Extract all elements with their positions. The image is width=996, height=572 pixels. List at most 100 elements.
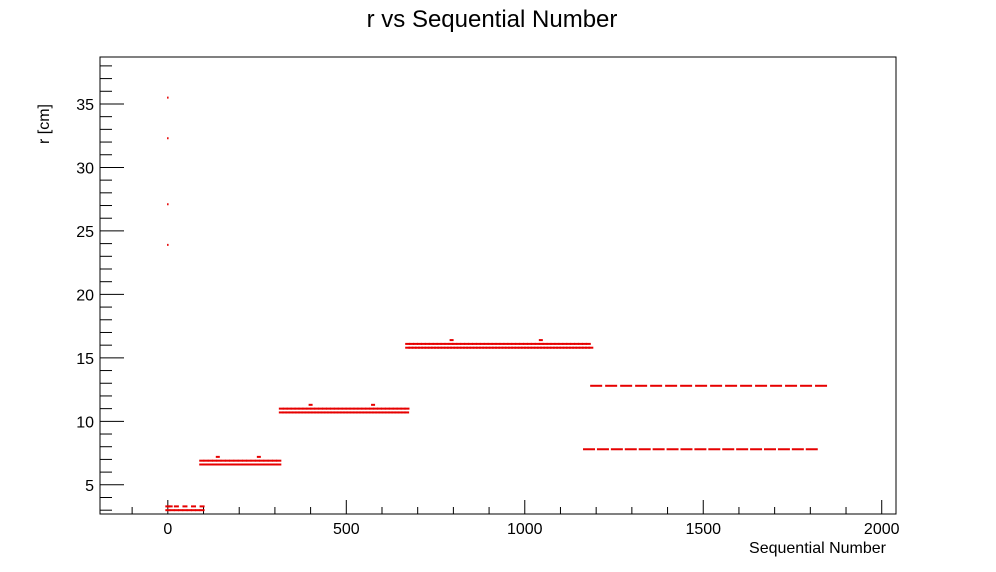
data-point xyxy=(205,463,211,466)
data-point xyxy=(165,509,171,512)
x-tick-label: 500 xyxy=(333,521,360,538)
data-point xyxy=(504,346,510,349)
data-point xyxy=(635,384,648,387)
data-point xyxy=(491,342,497,345)
data-point xyxy=(381,411,387,414)
plot-frame xyxy=(99,56,897,515)
data-point xyxy=(405,346,411,349)
data-point xyxy=(314,407,320,410)
data-point xyxy=(310,411,316,414)
data-point xyxy=(559,346,565,349)
data-point xyxy=(585,346,591,349)
data-point xyxy=(440,346,446,349)
data-point xyxy=(267,459,273,462)
data-point xyxy=(325,407,331,410)
data-point xyxy=(471,342,477,345)
data-point xyxy=(463,346,469,349)
data-point xyxy=(391,411,397,414)
data-point xyxy=(479,342,485,345)
data-point xyxy=(540,346,546,349)
data-point xyxy=(273,463,279,466)
data-point xyxy=(725,384,738,387)
data-point xyxy=(475,346,481,349)
data-point xyxy=(495,342,501,345)
data-point xyxy=(298,411,304,414)
data-point xyxy=(282,411,288,414)
data-point xyxy=(380,407,386,410)
data-point xyxy=(191,505,197,508)
y-tick-label: 5 xyxy=(85,478,94,495)
data-point xyxy=(266,463,272,466)
data-point xyxy=(250,463,256,466)
data-point xyxy=(444,342,450,345)
y-axis: 5 10 15 20 25 30 35 xyxy=(76,65,124,511)
data-point xyxy=(785,384,798,387)
data-point xyxy=(263,459,269,462)
data-point xyxy=(250,459,256,462)
data-point xyxy=(167,243,169,246)
data-point xyxy=(224,459,230,462)
data-point xyxy=(346,411,352,414)
data-point xyxy=(468,342,474,345)
data-point xyxy=(590,384,603,387)
data-point xyxy=(408,346,414,349)
y-tick-label: 10 xyxy=(76,414,94,431)
data-point xyxy=(405,342,411,345)
data-point xyxy=(362,411,368,414)
data-point xyxy=(199,463,205,466)
data-point xyxy=(750,448,763,451)
data-point xyxy=(373,407,379,410)
data-point xyxy=(466,346,472,349)
data-point xyxy=(207,459,213,462)
data-point xyxy=(517,346,523,349)
data-point xyxy=(503,342,509,345)
data-point xyxy=(394,411,400,414)
data-point xyxy=(317,411,323,414)
data-point xyxy=(199,505,205,508)
data-point xyxy=(479,346,485,349)
data-point xyxy=(624,448,637,451)
data-point xyxy=(475,342,481,345)
data-point xyxy=(343,411,349,414)
data-point xyxy=(254,459,260,462)
data-point xyxy=(357,407,363,410)
data-point xyxy=(237,463,243,466)
data-point xyxy=(446,346,452,349)
data-point xyxy=(805,448,818,451)
data-point xyxy=(552,346,558,349)
data-point xyxy=(368,411,374,414)
data-point xyxy=(511,346,517,349)
x-tick-label: 1000 xyxy=(507,521,543,538)
data-point xyxy=(424,342,430,345)
data-point xyxy=(791,448,804,451)
data-point xyxy=(501,346,507,349)
data-point xyxy=(485,346,491,349)
data-point xyxy=(378,411,384,414)
data-point xyxy=(575,346,581,349)
data-point xyxy=(291,411,297,414)
data-point xyxy=(542,342,548,345)
data-point xyxy=(186,509,192,512)
data-point xyxy=(554,342,560,345)
data-point xyxy=(424,346,430,349)
x-tick-label: 2000 xyxy=(864,521,900,538)
data-point xyxy=(416,342,422,345)
data-point xyxy=(514,346,520,349)
x-axis-label: Sequential Number xyxy=(749,540,887,557)
data-point xyxy=(549,346,555,349)
data-point xyxy=(570,342,576,345)
data-point xyxy=(365,411,371,414)
data-point xyxy=(234,463,240,466)
data-point xyxy=(392,407,398,410)
data-point xyxy=(620,384,633,387)
data-point xyxy=(708,448,721,451)
data-point xyxy=(530,342,536,345)
data-point xyxy=(168,505,173,508)
data-point xyxy=(411,346,417,349)
x-tick-label: 0 xyxy=(163,521,172,538)
data-point xyxy=(212,463,218,466)
data-point xyxy=(482,346,488,349)
data-point xyxy=(349,407,355,410)
data-point xyxy=(233,459,239,462)
data-point xyxy=(221,463,227,466)
